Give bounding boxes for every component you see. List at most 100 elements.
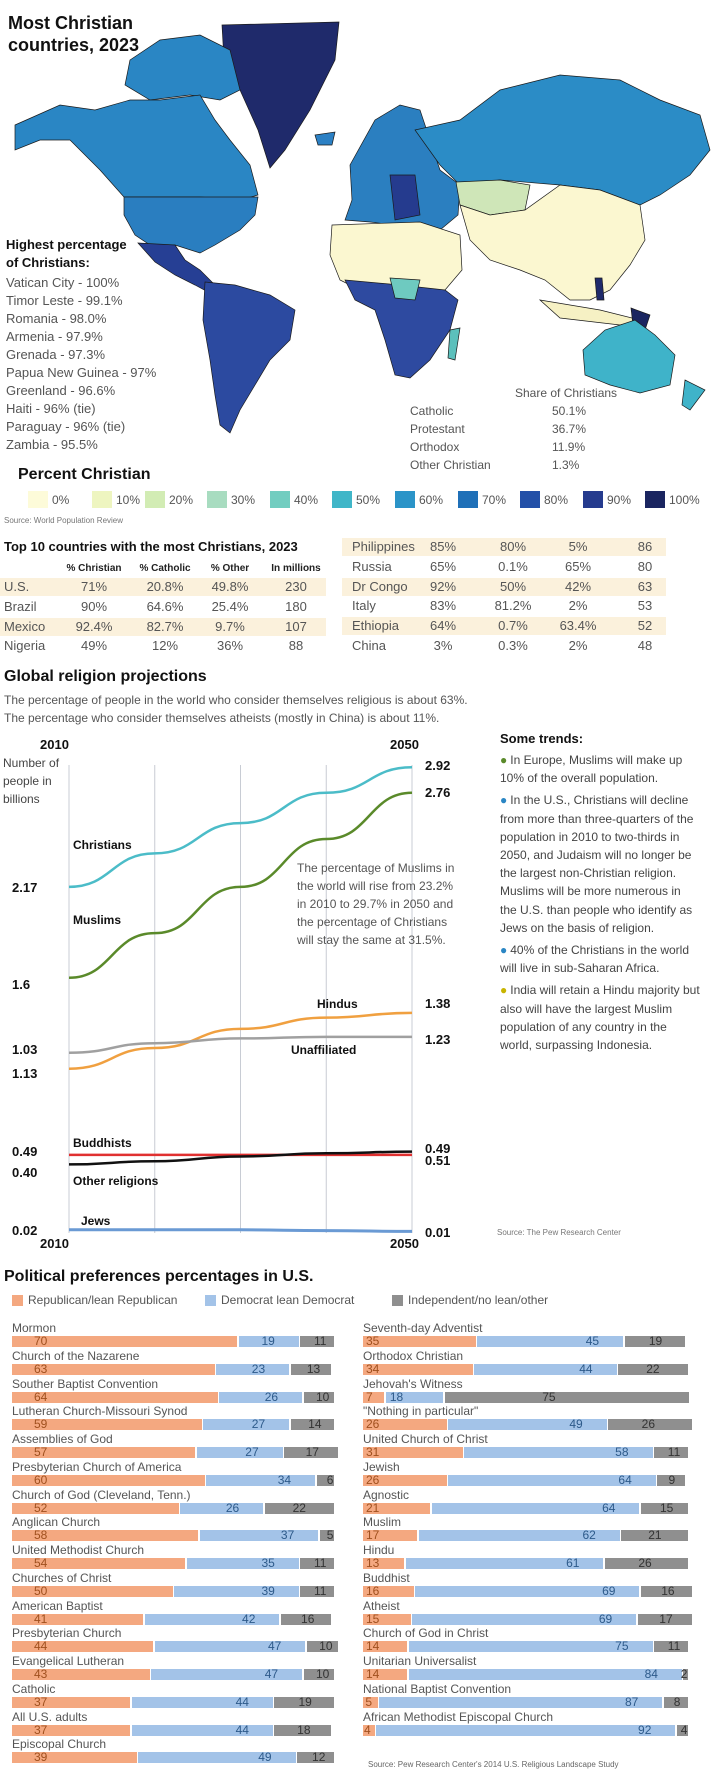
bar-value: 64 bbox=[618, 1472, 632, 1487]
republican-bar: 31 bbox=[363, 1446, 463, 1458]
map-region-canada-alaska bbox=[14, 94, 259, 201]
independent-bar: 10 bbox=[303, 1391, 335, 1403]
democrat-bar: 87 bbox=[379, 1696, 663, 1708]
chart-top-year-left: 2010 bbox=[40, 737, 69, 752]
bar-value: 39 bbox=[261, 1583, 275, 1598]
bar-value: 92 bbox=[638, 1722, 652, 1737]
bar-value: 57 bbox=[34, 1445, 48, 1459]
table-cell: 42% bbox=[564, 578, 592, 594]
table-cell: 53 bbox=[637, 598, 653, 614]
legend-swatch bbox=[332, 491, 352, 508]
highest-heading: Highest percentage of Christians: bbox=[6, 236, 127, 272]
democrat-bar: 39 bbox=[174, 1583, 299, 1598]
bar-value: 11 bbox=[314, 1556, 327, 1570]
bar-value: 69 bbox=[598, 1611, 613, 1626]
independent-bar: 6 bbox=[316, 1474, 335, 1486]
independent-bar: 15 bbox=[640, 1502, 689, 1514]
trend-text: In Europe, Muslims will make up 10% of t… bbox=[500, 753, 683, 786]
party-group-label: Church of God (Cleveland, Tenn.) bbox=[12, 1487, 191, 1502]
map-region-eastern-europe bbox=[389, 174, 421, 221]
table-cell: 83% bbox=[429, 598, 457, 614]
bar-value: 47 bbox=[264, 1667, 279, 1681]
trend-item: ● In the U.S., Christians will decline fr… bbox=[500, 791, 700, 937]
bar-value: 22 bbox=[292, 1500, 306, 1515]
independent-bar: 19 bbox=[624, 1334, 686, 1348]
legend-label: 70% bbox=[482, 493, 507, 507]
bar-value: 37 bbox=[34, 1722, 48, 1737]
republican-bar: 37 bbox=[12, 1694, 131, 1709]
bar-value: 4 bbox=[680, 1722, 688, 1737]
table-cell: 81.2% bbox=[494, 598, 532, 614]
bar-value: 37 bbox=[34, 1694, 48, 1709]
table-row-highlight bbox=[0, 617, 326, 636]
independent-bar: 11 bbox=[654, 1446, 689, 1458]
highest-item: Haiti - 96% (tie) bbox=[6, 401, 96, 416]
independent-bar: 16 bbox=[280, 1613, 332, 1625]
party-group-label: Souther Baptist Convention bbox=[12, 1376, 159, 1391]
republican-bar: 64 bbox=[12, 1391, 218, 1403]
republican-bar: 16 bbox=[363, 1585, 414, 1597]
party-group-label: "Nothing in particular" bbox=[363, 1404, 479, 1419]
country-name: China bbox=[352, 638, 386, 653]
series-label: Buddhists bbox=[73, 1136, 132, 1150]
independent-bar: 11 bbox=[300, 1335, 335, 1347]
start-value-label: 0.02 bbox=[12, 1223, 38, 1238]
legend-swatch bbox=[92, 491, 112, 508]
republican-bar: 26 bbox=[363, 1417, 447, 1432]
bar-value: 58 bbox=[615, 1445, 629, 1459]
independent-bar: 4 bbox=[676, 1722, 689, 1737]
republican-bar: 41 bbox=[12, 1613, 144, 1625]
bar-value: 75 bbox=[615, 1639, 629, 1654]
table-cell: 5% bbox=[568, 539, 588, 554]
table-cell: 80% bbox=[499, 539, 527, 554]
democrat-bar: 84 bbox=[408, 1668, 682, 1680]
table-cell: 63 bbox=[637, 578, 653, 594]
map-region-south-america bbox=[202, 281, 296, 434]
bar-value: 19 bbox=[648, 1334, 663, 1348]
party-group-label: Church of the Nazarene bbox=[12, 1348, 140, 1363]
democrat-bar: 69 bbox=[412, 1611, 637, 1626]
democrat-bar: 44 bbox=[131, 1696, 273, 1708]
trends-list: ● In Europe, Muslims will make up 10% of … bbox=[500, 751, 700, 1058]
bar-value: 26 bbox=[366, 1417, 380, 1432]
independent-bar: 12 bbox=[297, 1751, 335, 1764]
democrat-bar: 23 bbox=[216, 1363, 290, 1375]
bar-value: 16 bbox=[661, 1583, 675, 1598]
bar-value: 26 bbox=[264, 1389, 279, 1404]
republican-bar: 35 bbox=[363, 1335, 476, 1347]
end-value-label: 0.51 bbox=[425, 1153, 451, 1168]
legend-label: 60% bbox=[419, 493, 444, 507]
bar-value: 47 bbox=[267, 1639, 282, 1654]
legend-swatch bbox=[520, 491, 540, 508]
share-label: Orthodox bbox=[410, 440, 460, 454]
bar-value: 27 bbox=[251, 1417, 266, 1432]
table-row-highlight bbox=[342, 538, 666, 556]
table-cell: 65% bbox=[429, 558, 457, 574]
party-group-label: Unitarian Universalist bbox=[363, 1654, 477, 1668]
republican-bar: 60 bbox=[12, 1474, 205, 1486]
legend-swatch bbox=[645, 491, 665, 508]
map-region-madagascar bbox=[447, 327, 461, 361]
bar-value: 26 bbox=[366, 1472, 380, 1487]
top10-header: % Christian bbox=[66, 563, 122, 574]
table-cell: 92.4% bbox=[75, 618, 113, 634]
share-value: 1.3% bbox=[552, 458, 580, 472]
bar-value: 69 bbox=[602, 1583, 616, 1598]
bar-value: 70 bbox=[34, 1334, 48, 1348]
country-name: Italy bbox=[352, 598, 376, 614]
democrat-bar: 61 bbox=[405, 1557, 604, 1569]
share-value: 11.9% bbox=[552, 440, 586, 454]
end-value-label: 2.92 bbox=[425, 758, 451, 773]
series-line-jews bbox=[69, 1228, 413, 1233]
highest-item: Romania - 98.0% bbox=[6, 311, 107, 326]
bar-value: 11 bbox=[667, 1639, 681, 1654]
party-group-label: All U.S. adults bbox=[12, 1709, 88, 1724]
party-group-label: United Church of Christ bbox=[363, 1432, 488, 1446]
democrat-bar: 35 bbox=[186, 1557, 299, 1569]
independent-bar: 21 bbox=[621, 1529, 689, 1542]
party-group-label: Muslim bbox=[363, 1515, 401, 1530]
country-name: Philippines bbox=[352, 539, 415, 554]
map-region-greenland bbox=[221, 21, 340, 169]
republican-bar: 15 bbox=[363, 1613, 411, 1625]
table-cell: 86 bbox=[637, 539, 653, 554]
